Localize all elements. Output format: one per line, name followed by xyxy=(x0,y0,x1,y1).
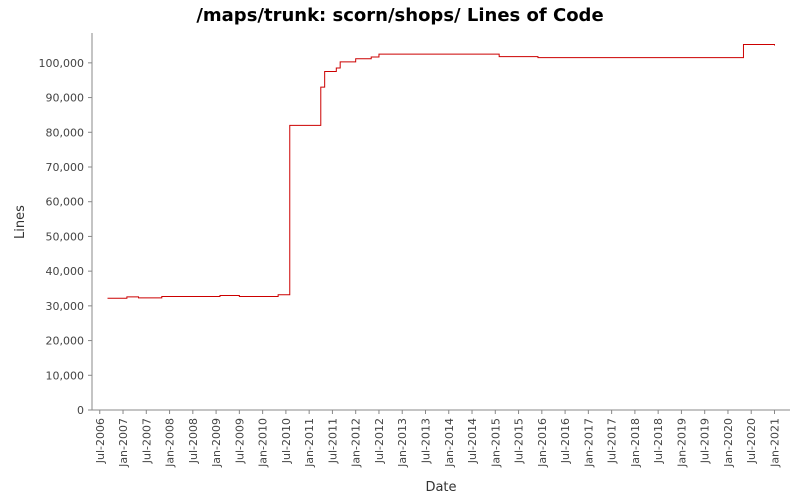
y-tick-label: 40,000 xyxy=(46,265,85,278)
x-tick-label: Jul-2014 xyxy=(466,418,479,464)
x-tick-label: Jan-2012 xyxy=(350,418,363,468)
x-tick-label: Jul-2018 xyxy=(652,418,665,464)
x-tick-label: Jul-2016 xyxy=(559,418,572,464)
x-tick-label: Jul-2010 xyxy=(280,418,293,464)
x-tick-label: Jan-2008 xyxy=(164,418,177,468)
y-tick-label: 80,000 xyxy=(46,126,85,139)
x-tick-label: Jan-2016 xyxy=(536,418,549,468)
data-line xyxy=(107,43,775,299)
x-tick-label: Jul-2020 xyxy=(745,418,758,464)
x-tick-label: Jul-2007 xyxy=(140,418,153,464)
y-tick-label: 60,000 xyxy=(46,196,85,209)
x-tick-label: Jan-2019 xyxy=(675,418,688,468)
x-tick-label: Jul-2006 xyxy=(94,418,107,464)
x-tick-label: Jul-2013 xyxy=(419,418,432,464)
x-tick-label: Jul-2017 xyxy=(606,418,619,464)
y-axis-label: Lines xyxy=(13,205,28,239)
y-tick-label: 10,000 xyxy=(46,369,85,382)
x-tick-label: Jul-2012 xyxy=(373,418,386,464)
x-tick-label: Jul-2011 xyxy=(326,418,339,464)
x-tick-label: Jul-2009 xyxy=(233,418,246,464)
x-tick-label: Jul-2008 xyxy=(187,418,200,464)
x-tick-label: Jan-2010 xyxy=(257,418,270,468)
chart-title: /maps/trunk: scorn/shops/ Lines of Code xyxy=(196,5,603,26)
x-tick-label: Jan-2011 xyxy=(303,418,316,468)
x-tick-label: Jan-2018 xyxy=(629,418,642,468)
x-tick-label: Jul-2019 xyxy=(699,418,712,464)
y-tick-label: 20,000 xyxy=(46,335,85,348)
x-tick-label: Jan-2015 xyxy=(489,418,502,468)
y-tick-label: 30,000 xyxy=(46,300,85,313)
x-tick-label: Jan-2013 xyxy=(396,418,409,468)
x-tick-label: Jan-2017 xyxy=(582,418,595,468)
y-tick-label: 70,000 xyxy=(46,161,85,174)
y-tick-label: 50,000 xyxy=(46,230,85,243)
x-tick-label: Jan-2021 xyxy=(768,418,781,468)
x-tick-label: Jan-2009 xyxy=(210,418,223,468)
y-tick-label: 100,000 xyxy=(39,57,85,70)
y-tick-label: 0 xyxy=(77,404,84,417)
x-tick-label: Jan-2020 xyxy=(722,418,735,468)
x-axis-label: Date xyxy=(425,480,456,495)
x-tick-label: Jan-2014 xyxy=(443,418,456,468)
x-tick-label: Jul-2015 xyxy=(513,418,526,464)
y-tick-label: 90,000 xyxy=(46,92,85,105)
x-tick-label: Jan-2007 xyxy=(117,418,130,468)
